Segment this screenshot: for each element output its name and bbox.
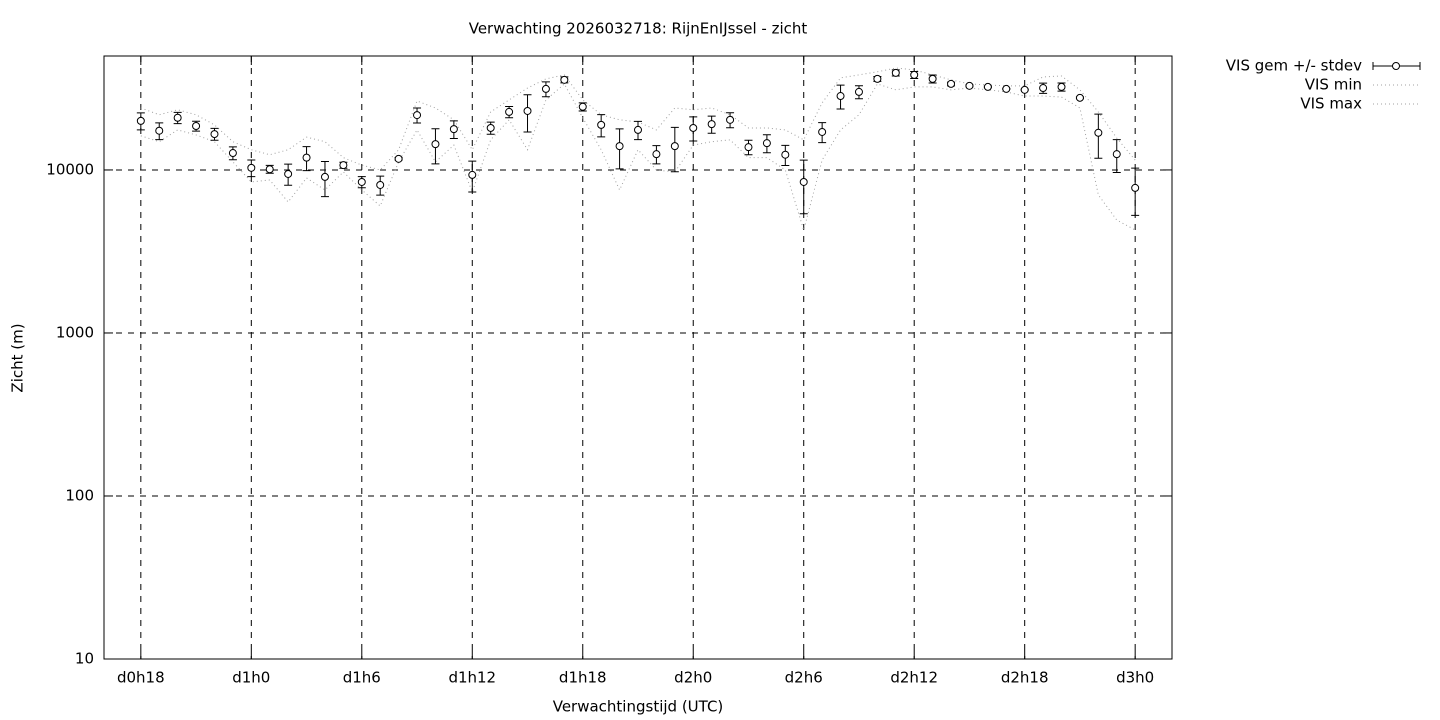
data-point (284, 169, 293, 178)
error-bar (799, 159, 808, 215)
data-point (597, 120, 606, 129)
y-tick-label: 100 (65, 486, 94, 504)
data-point (799, 177, 808, 186)
data-point (173, 113, 182, 122)
data-point (210, 130, 219, 139)
range-line (140, 67, 1136, 171)
legend-label: VIS gem +/- stdev (1226, 57, 1362, 75)
data-point (155, 126, 164, 135)
data-point (265, 165, 274, 174)
data-point (560, 75, 569, 84)
data-point (449, 125, 458, 134)
y-tick-label: 10 (75, 650, 94, 668)
data-point (320, 172, 329, 181)
data-point (578, 102, 587, 111)
data-point (670, 142, 679, 151)
data-point (228, 149, 237, 158)
data-point (339, 161, 348, 170)
data-point (247, 163, 256, 172)
data-point (413, 111, 422, 120)
data-point (744, 143, 753, 152)
data-point (836, 92, 845, 101)
chart-title: Verwachting 2026032718: RijnEnIJssel - z… (469, 20, 808, 38)
data-point (302, 153, 311, 162)
x-tick-label: d1h12 (448, 669, 496, 687)
data-point (983, 82, 992, 91)
data-point (891, 68, 900, 77)
data-point (1094, 128, 1103, 137)
data-point (707, 120, 716, 129)
data-point (726, 115, 735, 124)
data-point (486, 123, 495, 132)
x-tick-label: d1h18 (559, 669, 607, 687)
data-point (615, 142, 624, 151)
x-tick-label: d1h6 (343, 669, 381, 687)
data-point (505, 107, 514, 116)
data-point (1039, 84, 1048, 93)
data-point (947, 79, 956, 88)
x-tick-label: d3h0 (1116, 669, 1154, 687)
x-tick-label: d2h18 (1001, 669, 1049, 687)
data-point (781, 150, 790, 159)
data-point (1131, 183, 1140, 192)
y-tick-label: 1000 (56, 323, 94, 341)
data-point (136, 116, 145, 125)
y-axis-label: Zicht (m) (9, 323, 27, 392)
y-tick-label: 10000 (46, 160, 94, 178)
data-point (523, 106, 532, 115)
data-point (634, 125, 642, 134)
data-point (376, 180, 385, 189)
data-point (762, 139, 771, 148)
legend-label: VIS min (1305, 76, 1362, 94)
data-point (873, 74, 882, 83)
data-point (394, 154, 403, 163)
plot-frame (103, 55, 1173, 660)
range-line (140, 83, 1136, 232)
data-point (541, 84, 550, 93)
legend-swatch (1392, 62, 1400, 70)
x-tick-label: d0h18 (117, 669, 165, 687)
data-point (1057, 82, 1066, 91)
data-point (1112, 150, 1121, 159)
data-point (854, 87, 863, 96)
x-tick-label: d2h6 (785, 669, 823, 687)
data-point (689, 123, 698, 132)
data-point (192, 122, 201, 131)
x-tick-label: d2h0 (674, 669, 712, 687)
data-point (468, 170, 477, 179)
x-axis-label: Verwachtingstijd (UTC) (553, 698, 724, 716)
data-point (928, 74, 937, 83)
data-point (431, 140, 440, 149)
legend-label: VIS max (1300, 95, 1362, 113)
data-point (652, 150, 661, 159)
data-point (910, 70, 919, 79)
x-tick-label: d2h12 (890, 669, 938, 687)
data-point (1002, 84, 1011, 93)
data-point (357, 177, 366, 186)
x-tick-label: d1h0 (232, 669, 270, 687)
data-point (818, 127, 827, 136)
data-point (1075, 93, 1084, 102)
data-point (965, 81, 974, 90)
data-point (1020, 85, 1029, 94)
